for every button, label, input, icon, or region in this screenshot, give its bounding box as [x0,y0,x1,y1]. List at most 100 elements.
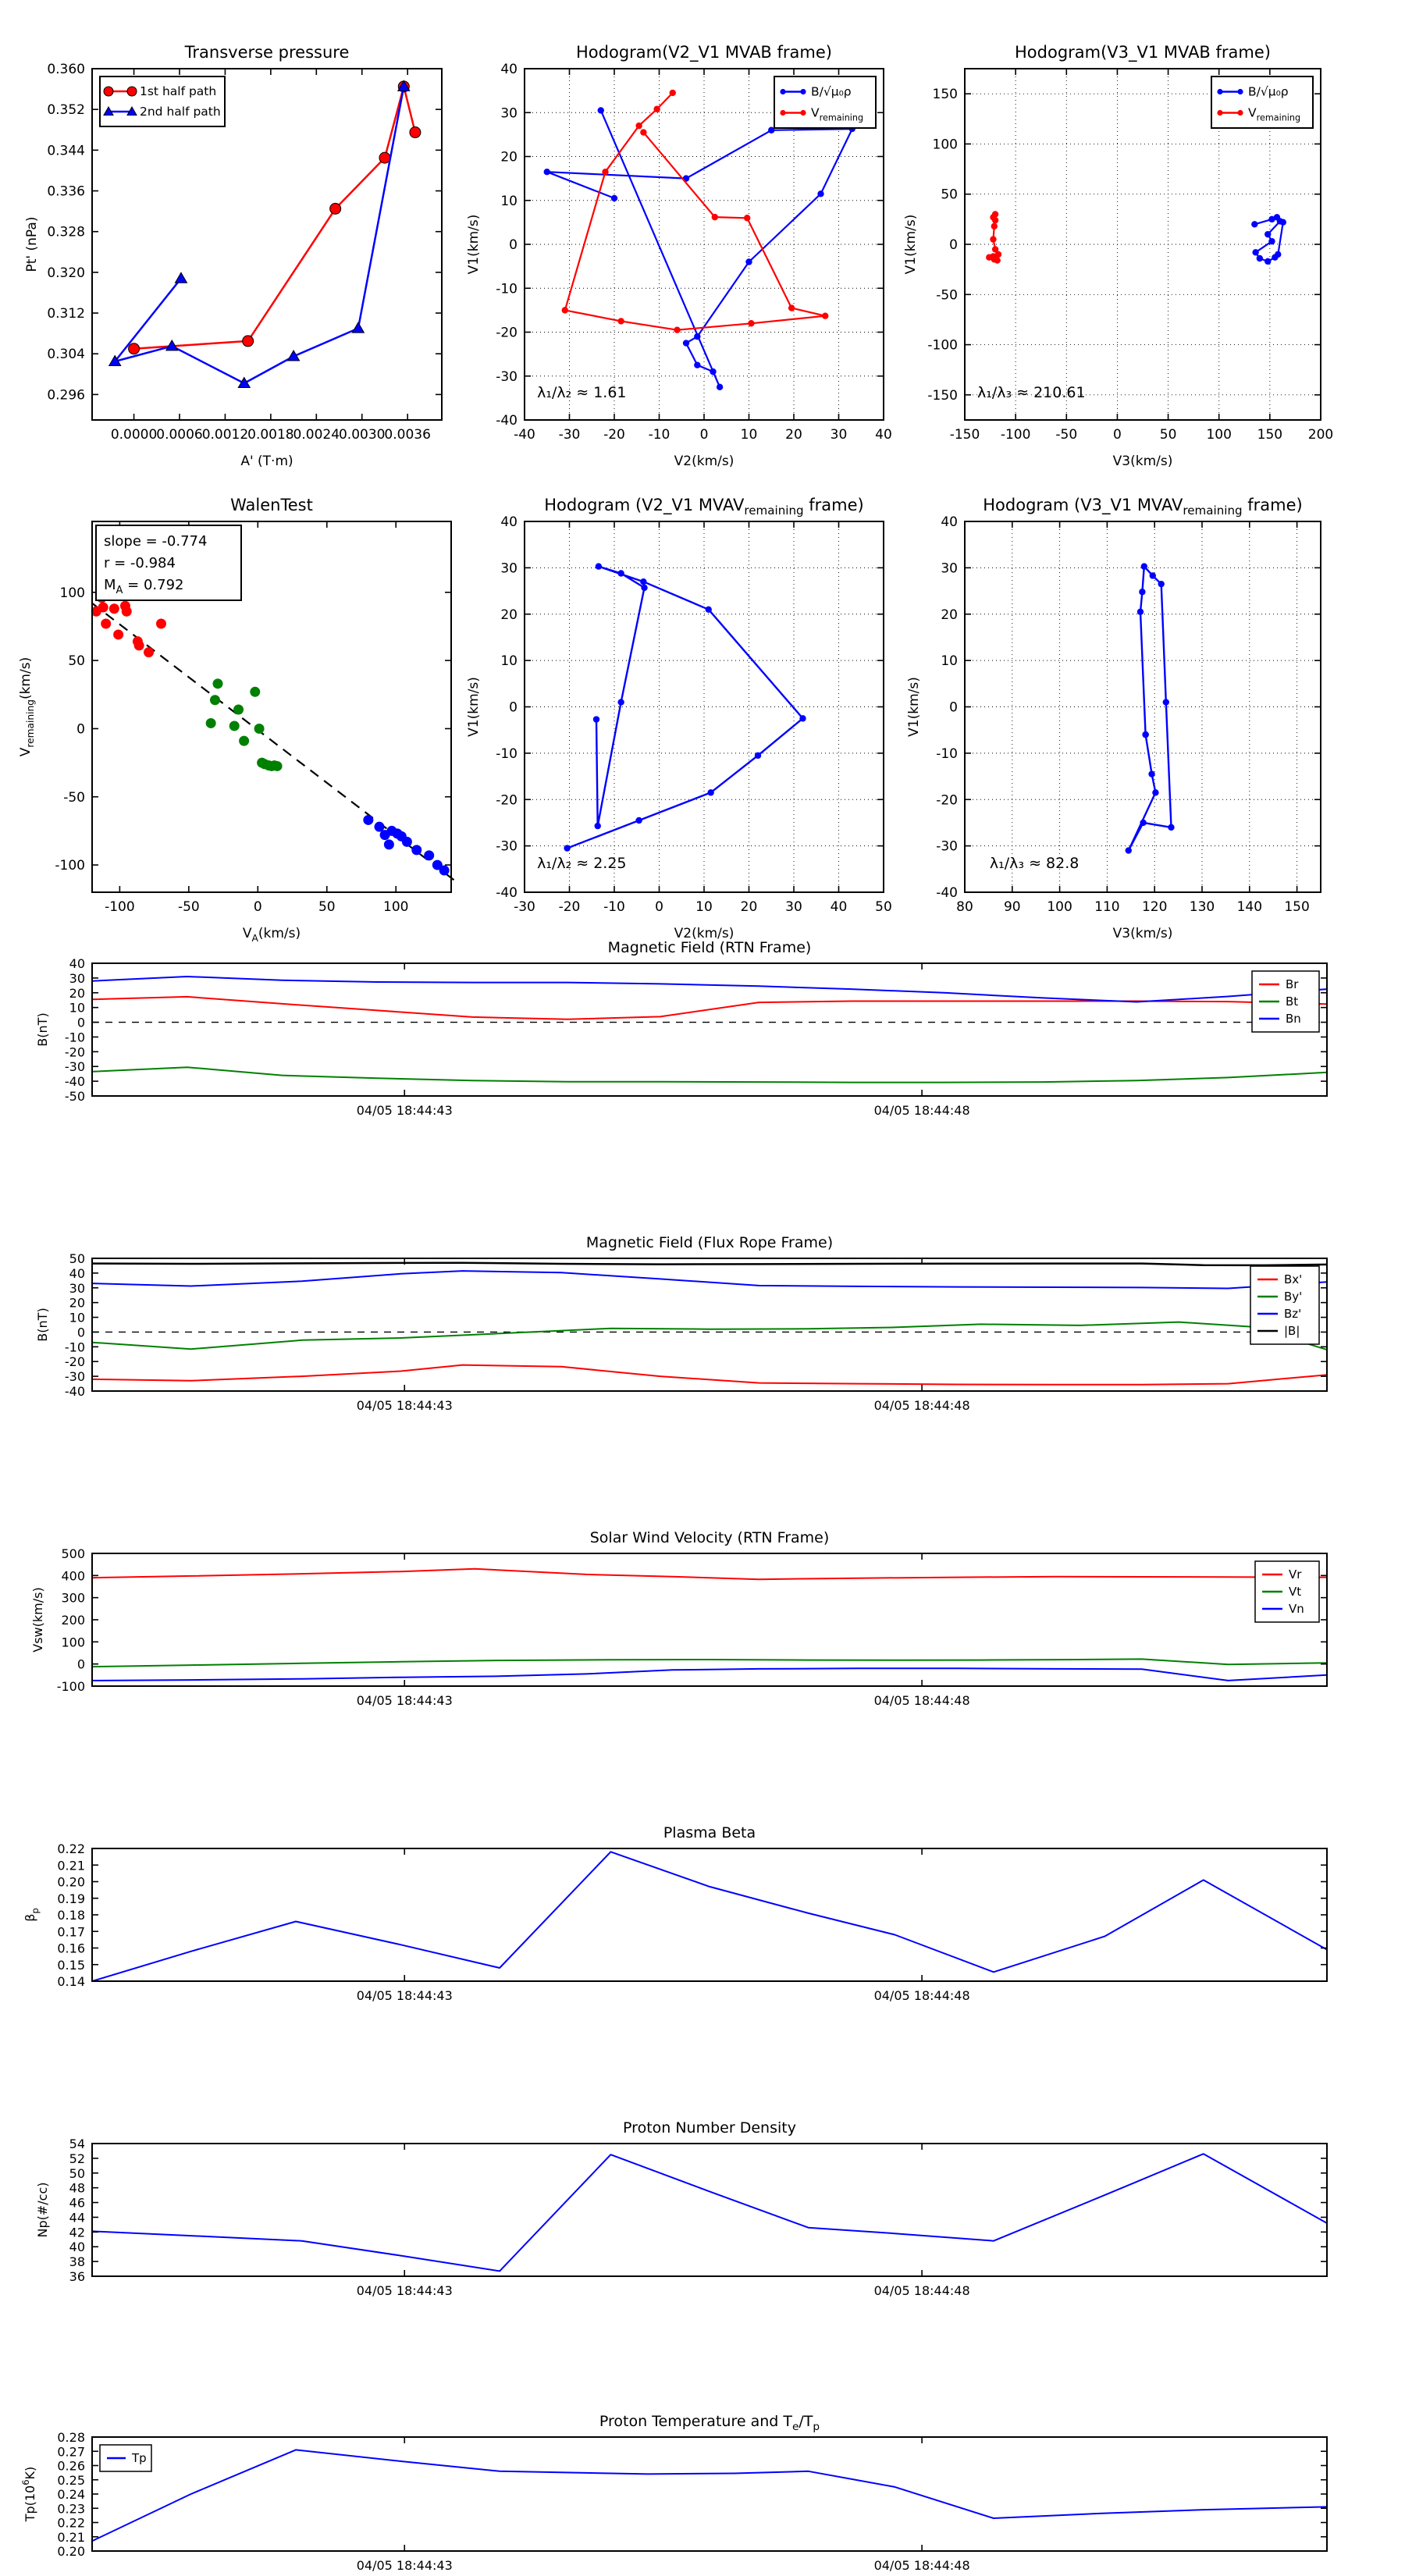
y-axis-label: Tp(106K) [20,2467,37,2523]
series-line [91,1667,1328,1681]
legend-label: 2nd half path [140,105,221,119]
legend-label: Bz' [1284,1307,1301,1321]
y-tick-label: 0.14 [57,1974,85,1989]
series-1st-half-path [128,80,422,355]
y-tick-label: 10 [69,1311,85,1325]
stats-box [95,525,242,601]
data-point [237,376,251,389]
x-tick-label: -50 [1055,427,1077,443]
data-point [1142,731,1149,738]
panel-title: Magnetic Field (RTN Frame) [608,939,812,956]
data-point [363,814,374,825]
x-tick-label: -10 [649,427,670,443]
data-point [174,272,188,283]
data-point [990,236,997,243]
data-point [1268,215,1275,223]
y-tick-label: 0 [509,237,518,253]
legend-marker [1237,109,1243,116]
data-point [788,304,795,311]
y-tick-label: -50 [65,1089,85,1104]
series-Br [91,995,1328,1020]
panel-title: Magnetic Field (Flux Rope Frame) [586,1234,833,1251]
x-tick-label: 120 [1142,899,1167,915]
x-tick-label: -100 [1001,427,1031,443]
x-tick-label: -30 [514,899,535,915]
data-point [1264,230,1272,238]
data-point [1149,572,1156,579]
data-point [640,578,647,585]
y-tick-label: 40 [69,956,85,971]
panel-hodogram-v3v1-mvab: -150 -100 -50 0 50 100 150 200 -150 -100 -50 0 50 100… [903,43,1333,469]
x-tick-label: 0 [700,427,709,443]
y-axis-label: B(nT) [35,1012,50,1046]
data-point [674,326,681,333]
data-point [242,335,254,347]
data-point [617,699,624,706]
y-tick-label: 10 [941,653,958,669]
legend-marker [800,88,806,95]
series-By' [91,1321,1328,1351]
series-V-remaining-hodogram [561,89,829,333]
y-tick-label: -100 [927,338,958,354]
data-point [379,151,391,164]
data-point [1158,580,1165,588]
legend-label: Bn [1286,1012,1301,1026]
panel-title: Proton Number Density [623,2119,796,2137]
data-point [640,129,647,136]
panel-plasma-beta: 04/05 18:44:43 04/05 18:44:48 0.140.15 0.16… [23,1824,1328,2003]
series-V-remaining-hodogram [986,211,1002,264]
panel-transverse-pressure: 0.00000.00060.00120.00180.00240.00300.00… [24,43,443,469]
y-tick-label: 400 [61,1568,85,1583]
x-tick-label: 50 [1160,427,1177,443]
x-tick-label: 04/05 18:44:43 [357,1988,453,2003]
data-point [594,822,601,830]
data-point [383,839,394,850]
y-tick-label: 0.19 [57,1891,85,1906]
legend-box [774,76,877,129]
data-point [991,246,999,253]
x-axis-label: V2(km/s) [674,926,735,941]
x-tick-label: 100 [1206,427,1231,443]
y-tick-label: 20 [500,607,518,623]
y-tick-label: -20 [496,792,518,808]
data-point [121,606,132,617]
series-line [1127,565,1172,852]
data-point [617,318,624,325]
y-tick-label: 0.22 [57,1841,85,1856]
series-line [91,1321,1328,1351]
data-point [994,257,1001,264]
x-tick-label: 04/05 18:44:48 [874,1988,970,2003]
y-tick-label: 200 [61,1613,85,1628]
panel-title: Hodogram (V2_V1 MVAVremaining frame) [544,496,864,518]
y-tick-label: 46 [69,2196,85,2211]
data-point [669,89,676,97]
y-tick-label: -20 [65,1354,85,1369]
y-tick-label: 0.18 [57,1908,85,1923]
data-point [744,215,751,222]
series-Bt [91,1066,1328,1083]
x-tick-label: 04/05 18:44:48 [874,2283,970,2298]
data-point [595,563,603,570]
axes-frame [91,2436,1328,2552]
y-tick-label: 0.22 [57,2516,85,2531]
data-point [286,349,301,361]
x-tick-label: 0 [655,899,663,915]
axes-frame [91,521,452,893]
legend-box [1211,76,1314,129]
data-point [272,760,283,771]
panel-title: WalenTest [230,496,313,514]
x-tick-label: 100 [1047,899,1072,915]
y-tick-label: 0 [77,1657,85,1672]
data-point [694,333,701,340]
data-point [986,254,993,261]
y-tick-label: 30 [500,560,518,576]
data-point [401,836,412,847]
stats-line: r = -0.984 [104,555,176,571]
legend-label: Br [1286,977,1299,991]
annotation: λ₁/λ₃ ≈ 82.8 [990,855,1079,872]
x-tick-label: 04/05 18:44:43 [357,1693,453,1708]
y-tick-label: 0.25 [57,2473,85,2488]
y-axis-label: V1(km/s) [466,215,482,275]
series-line [91,1567,1328,1581]
x-axis-label: V3(km/s) [1113,454,1173,469]
